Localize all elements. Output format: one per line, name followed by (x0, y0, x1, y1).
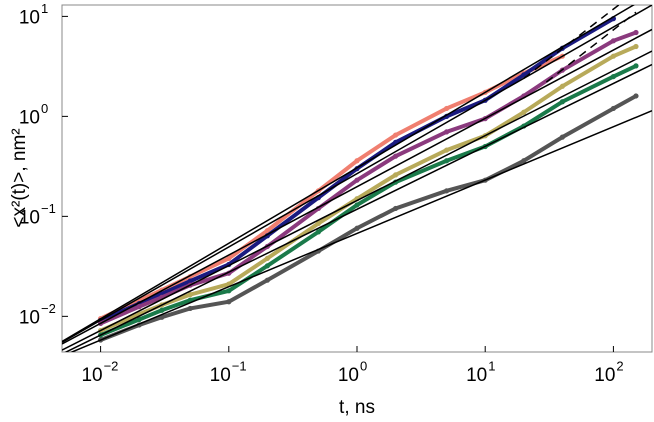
data-point (226, 288, 232, 294)
data-point (187, 305, 193, 312)
x-tick-label: 10 (594, 365, 615, 386)
data-point (354, 225, 360, 231)
data-point (521, 72, 527, 78)
data-point (187, 278, 193, 284)
data-point (444, 105, 450, 112)
y-tick-exponent: −1 (41, 201, 56, 216)
fit-line (62, 5, 652, 343)
y-tick-label: 10 (19, 7, 40, 28)
data-point (633, 29, 639, 36)
fit-line (62, 5, 636, 343)
dashed-fit-line (545, 11, 637, 83)
y-tick-exponent: 0 (41, 101, 48, 116)
y-tick-exponent: 1 (41, 1, 48, 16)
plot-area (62, 5, 652, 352)
data-point (187, 292, 193, 298)
x-tick-exponent: −2 (104, 358, 119, 373)
data-point (392, 205, 399, 212)
data-point (136, 316, 142, 323)
data-point (610, 73, 617, 80)
data-point (159, 307, 165, 313)
data-point (315, 220, 322, 227)
data-point (444, 158, 450, 164)
x-tick-label: 10 (81, 365, 102, 386)
data-point (226, 255, 232, 261)
data-point (392, 172, 399, 178)
data-point (264, 228, 270, 234)
x-tick-label: 10 (338, 365, 359, 386)
data-point (610, 38, 617, 44)
x-tick-exponent: −1 (232, 358, 247, 373)
data-point (226, 299, 232, 305)
data-point (521, 158, 527, 164)
data-point (264, 277, 270, 283)
fit-line (62, 28, 652, 345)
data-point (354, 202, 360, 208)
y-axis-label: <x²(t)>, nm² (9, 128, 30, 227)
data-point (315, 229, 322, 235)
x-axis-label: t, ns (339, 397, 375, 418)
data-point (633, 93, 639, 99)
data-point (264, 263, 270, 269)
series-line (98, 63, 638, 338)
data-point (559, 134, 565, 140)
data-point (633, 63, 639, 69)
data-point (264, 255, 270, 261)
x-tick-exponent: 2 (616, 358, 623, 373)
data-point (444, 129, 450, 135)
y-tick-label: 10 (19, 107, 40, 128)
data-point (521, 109, 527, 115)
series-line (98, 16, 616, 323)
data-point (610, 105, 617, 112)
data-point (610, 53, 617, 59)
data-point (633, 43, 639, 50)
fit-line (69, 109, 652, 352)
x-tick-exponent: 1 (488, 358, 495, 373)
data-point (559, 83, 565, 89)
y-tick-label: 10 (19, 307, 40, 328)
data-point (392, 153, 399, 159)
data-point (559, 99, 565, 105)
y-tick-label: 10 (19, 207, 40, 228)
x-tick-label: 10 (466, 365, 487, 386)
data-point (136, 304, 142, 310)
fit-line (62, 50, 652, 351)
y-tick-exponent: −2 (41, 301, 56, 316)
dashed-fit-line (523, 5, 620, 79)
data-point (444, 147, 450, 153)
data-point (392, 132, 399, 138)
x-tick-label: 10 (210, 365, 231, 386)
fit-line (64, 63, 652, 352)
data-point (444, 188, 450, 194)
data-point (354, 158, 360, 164)
data-point (354, 177, 360, 183)
x-tick-exponent: 0 (360, 358, 367, 373)
